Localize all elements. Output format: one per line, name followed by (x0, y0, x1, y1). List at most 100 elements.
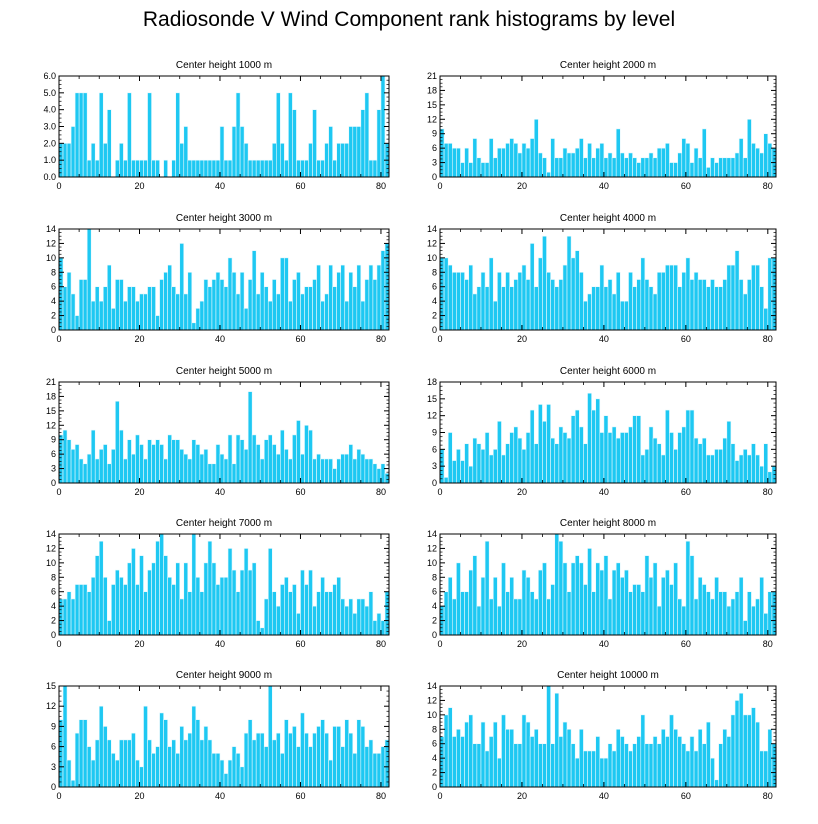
histogram-bar (714, 449, 719, 484)
histogram-bar (98, 92, 104, 178)
histogram-bar (62, 286, 68, 331)
y-tick-label: 0 (432, 325, 437, 335)
histogram-bar (697, 728, 703, 788)
x-tick-label: 0 (437, 791, 442, 801)
histogram-bar (484, 432, 490, 484)
histogram-bar (263, 286, 269, 331)
histogram-bar (211, 463, 217, 484)
histogram-bar (255, 444, 261, 484)
histogram-bar (340, 453, 346, 484)
histogram-bar (195, 576, 201, 636)
x-tick-label: 0 (56, 334, 61, 344)
histogram-bar (722, 437, 728, 484)
histogram-bar (263, 439, 269, 484)
histogram-bar (685, 257, 691, 331)
histogram-bar (280, 143, 285, 178)
histogram-bar (316, 591, 321, 636)
y-tick-label: 0 (432, 630, 437, 640)
histogram-bar (243, 449, 249, 484)
histogram-bar (636, 736, 642, 788)
x-tick-label: 60 (295, 487, 305, 497)
histogram-bar (710, 757, 715, 788)
histogram-bar (66, 439, 72, 484)
histogram-bar (505, 443, 510, 484)
histogram-bar (644, 279, 650, 331)
histogram-bar (263, 746, 269, 788)
histogram-bar (747, 454, 752, 484)
histogram-bar (591, 750, 597, 788)
histogram-bar (673, 562, 678, 636)
histogram-bar (308, 429, 313, 484)
histogram-bar (368, 591, 374, 636)
histogram-bar (179, 449, 185, 484)
histogram-bar (119, 429, 124, 484)
histogram-bar (151, 286, 156, 331)
histogram-bar (296, 159, 301, 178)
histogram-bar (147, 286, 152, 331)
histogram-bar (187, 271, 193, 331)
histogram-bar (364, 605, 370, 636)
panel-title: Center height 7000 m (176, 518, 272, 529)
histogram-bar (673, 728, 678, 788)
histogram-bar (82, 279, 88, 331)
histogram-bar (587, 548, 592, 636)
histogram-bar (619, 432, 625, 484)
histogram-bar (74, 315, 80, 331)
panel-title: Center height 6000 m (560, 366, 656, 377)
histogram-bar (296, 613, 301, 636)
y-tick-label: 2 (432, 768, 437, 778)
histogram-bar (292, 726, 297, 788)
histogram-bar (292, 584, 297, 636)
histogram-bar (215, 753, 221, 788)
histogram-bar (574, 147, 580, 178)
histogram-bar (583, 443, 588, 484)
histogram-bar (570, 257, 576, 331)
histogram-bar (706, 721, 711, 788)
histogram-bar (376, 109, 382, 178)
histogram-bar (308, 143, 313, 178)
histogram-bar (492, 449, 498, 484)
histogram-bar (219, 576, 225, 636)
histogram-bar (348, 126, 354, 178)
histogram-bar (159, 533, 164, 636)
histogram-bar (451, 598, 457, 636)
histogram-bar (223, 576, 229, 636)
histogram-bar (738, 138, 744, 178)
histogram-bar (525, 432, 531, 484)
histogram-bar (300, 293, 305, 331)
histogram-bar (267, 548, 273, 636)
y-tick-label: 6 (432, 444, 437, 454)
histogram-bar (767, 591, 773, 636)
histogram-bar (352, 286, 358, 331)
histogram-bar (472, 138, 478, 178)
histogram-bar (562, 264, 568, 331)
histogram-bar (714, 286, 719, 331)
histogram-bar (308, 746, 313, 788)
histogram-bar (505, 143, 510, 178)
histogram-bar (734, 700, 740, 788)
histogram-bar (259, 458, 265, 484)
histogram-bar (660, 728, 666, 788)
histogram-bar (352, 753, 358, 788)
histogram-bar (151, 444, 156, 484)
histogram-bar (656, 147, 662, 178)
x-tick-label: 80 (376, 487, 386, 497)
histogram-bar (255, 732, 261, 788)
histogram-bar (484, 750, 490, 788)
histogram-bar (316, 264, 321, 331)
histogram-bar (742, 157, 748, 178)
histogram-bar (203, 449, 209, 484)
histogram-bar (710, 279, 715, 331)
histogram-bar (747, 118, 752, 178)
histogram-bar (115, 400, 120, 484)
y-tick-label: 21 (46, 377, 56, 387)
histogram-bar (167, 576, 172, 636)
histogram-bar (615, 437, 621, 484)
histogram-bar (119, 739, 124, 788)
histogram-bar (599, 432, 605, 484)
histogram-bar (521, 264, 527, 331)
x-tick-label: 0 (437, 181, 442, 191)
histogram-bar (151, 159, 156, 178)
y-tick-label: 6 (432, 739, 437, 749)
histogram-bar (505, 728, 510, 788)
